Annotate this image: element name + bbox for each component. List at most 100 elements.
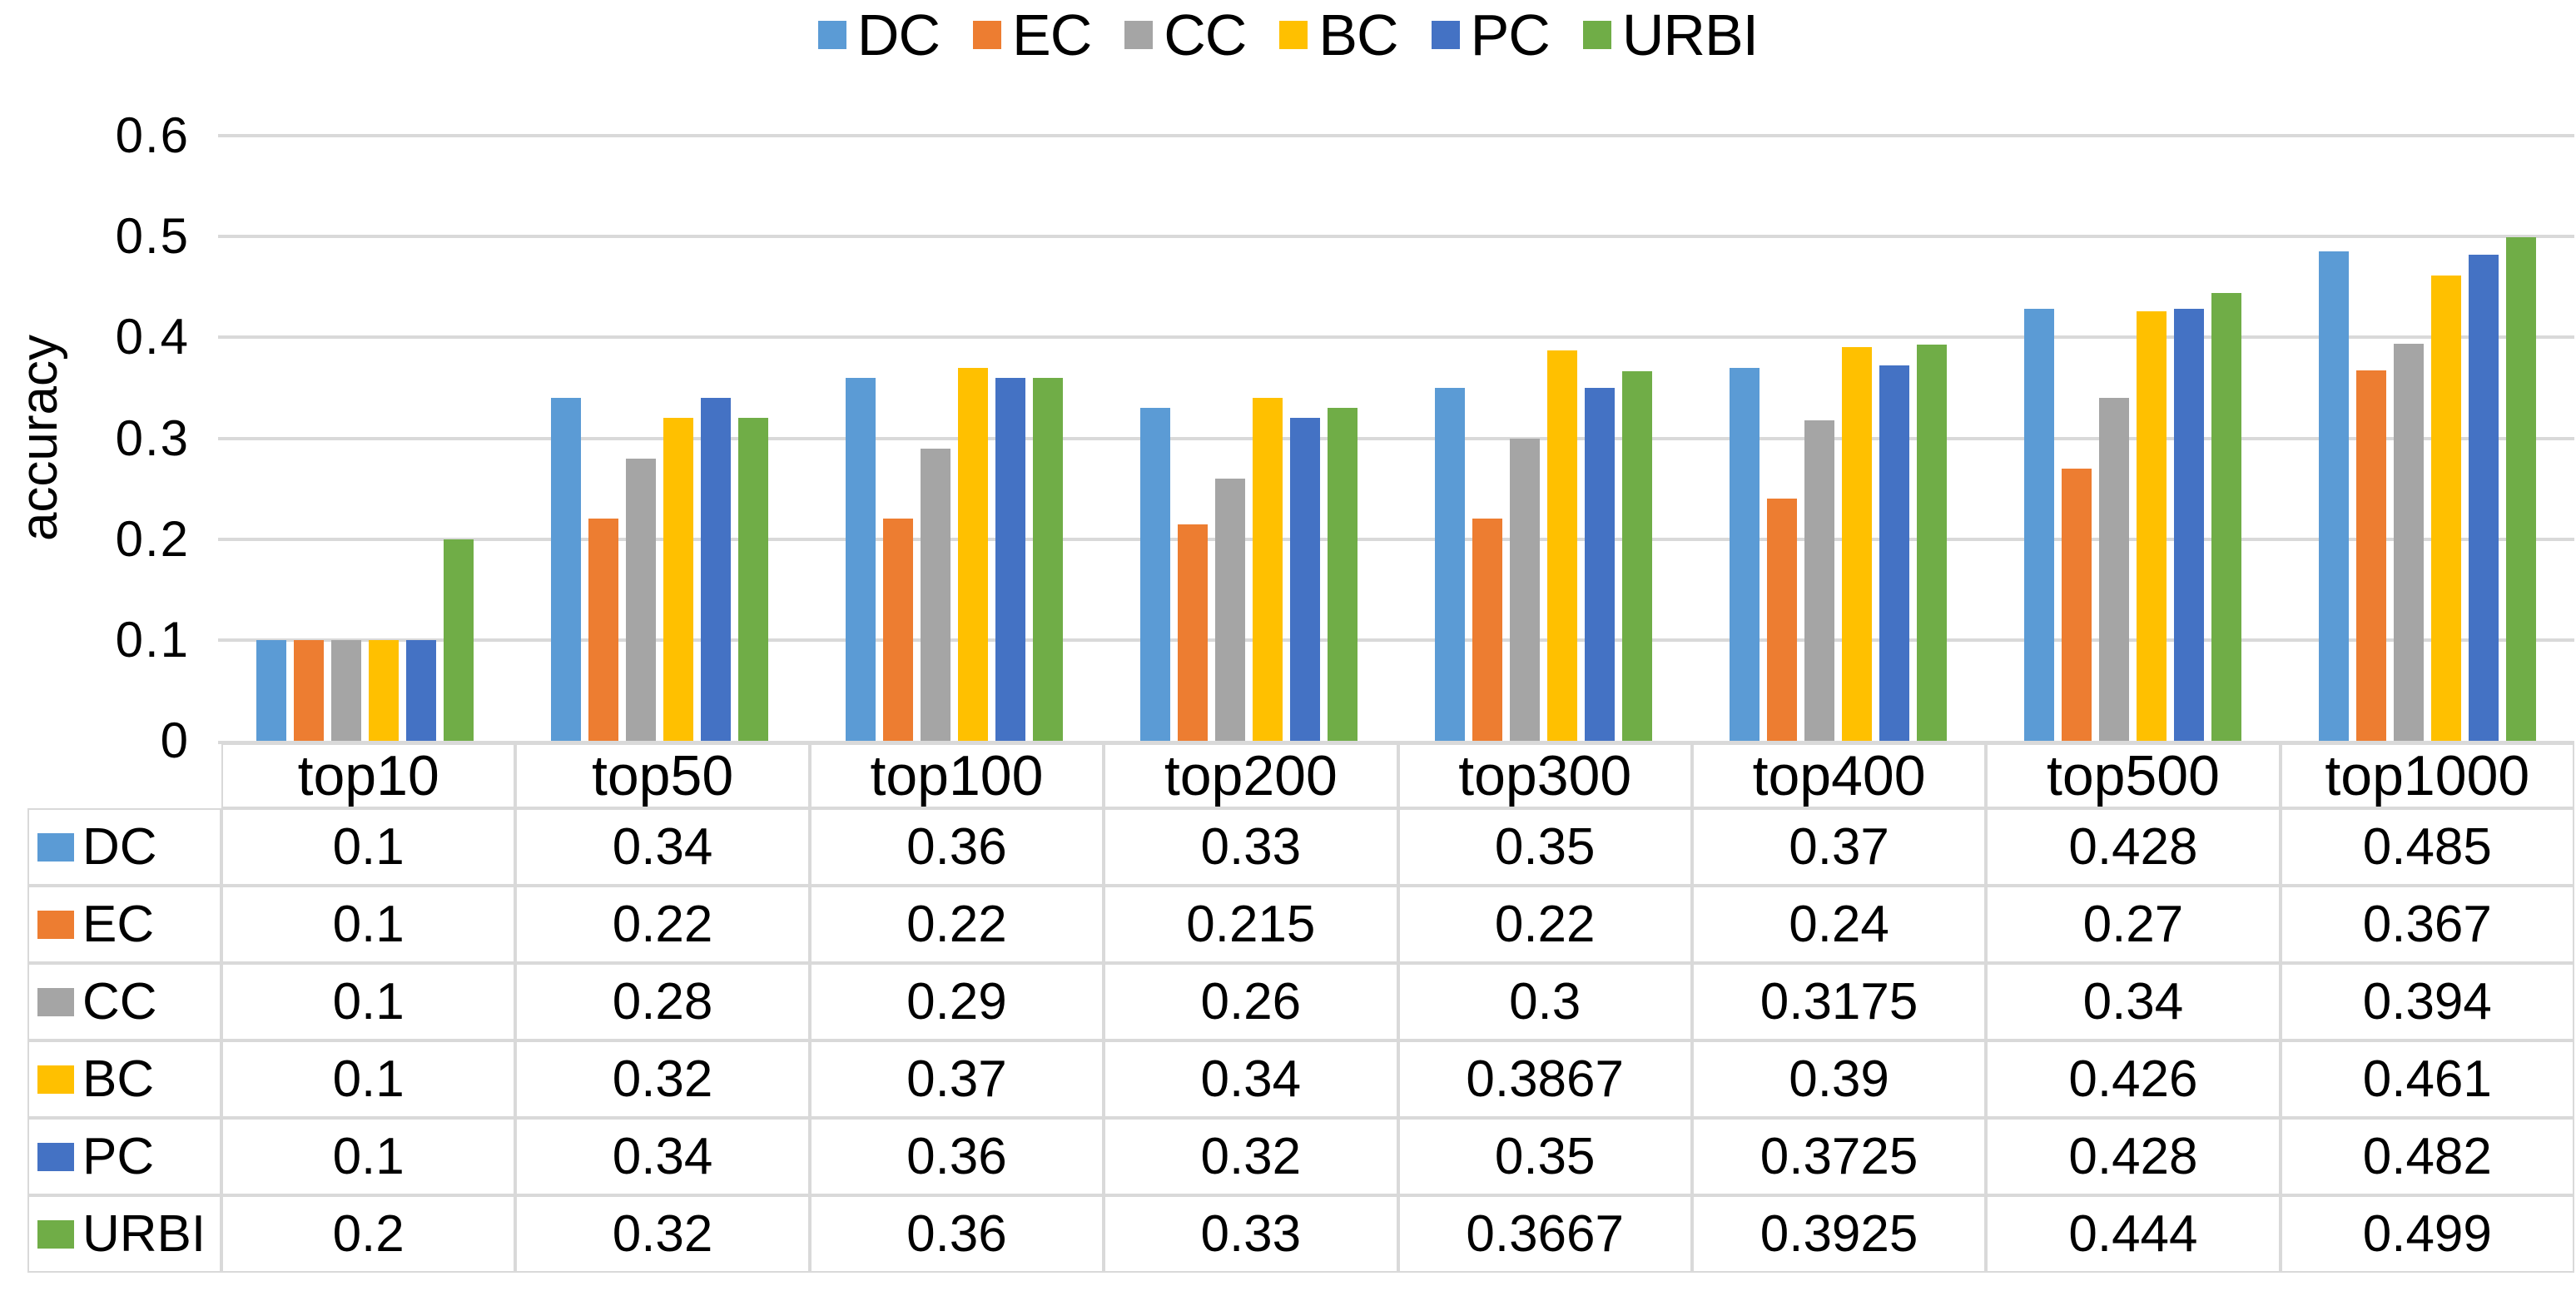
legend-key-swatch-BC — [1279, 21, 1308, 49]
table-row-header-CC: CC — [27, 963, 221, 1040]
bar-groups — [218, 136, 2574, 741]
series-name-label: BC — [82, 1050, 155, 1108]
table-value-PC-top200: 0.32 — [1104, 1118, 1398, 1195]
bar-DC-top200 — [1140, 408, 1171, 741]
table-row-header-DC: DC — [27, 808, 221, 886]
table-col-header-top1000: top1000 — [2280, 743, 2574, 808]
table-value-EC-top50: 0.22 — [515, 886, 810, 963]
y-axis-tick-labels: 0.6 0.5 0.4 0.3 0.2 0.1 0 — [0, 111, 190, 766]
series-name-label: URBI — [82, 1204, 206, 1263]
y-tick-label-0.2: 0.2 — [115, 510, 190, 567]
table-col-header-top50: top50 — [515, 743, 810, 808]
table-value-CC-top400: 0.3175 — [1691, 963, 1987, 1040]
bar-URBI-top1000 — [2505, 237, 2536, 741]
series-name-label: DC — [82, 817, 157, 876]
bar-CC-top1000 — [2393, 343, 2424, 741]
table-value-URBI-top50: 0.32 — [515, 1195, 810, 1273]
table-value-EC-top200: 0.215 — [1104, 886, 1398, 963]
table-col-header-top300: top300 — [1397, 743, 1692, 808]
y-tick-label-0: 0 — [160, 713, 190, 768]
table-value-DC-top300: 0.35 — [1397, 808, 1692, 886]
table-value-BC-top500: 0.426 — [1986, 1040, 2281, 1118]
bar-EC-top100 — [883, 519, 914, 741]
legend-key-swatch-CC — [1124, 21, 1154, 49]
legend-key-swatch-PC — [1431, 21, 1460, 49]
plot-area — [218, 134, 2574, 744]
legend-label: EC — [1012, 2, 1092, 67]
table-value-BC-top200: 0.34 — [1104, 1040, 1398, 1118]
chart-legend: DC EC CC BC PC URBI — [0, 3, 2576, 67]
y-tick-label-0.6: 0.6 — [115, 107, 190, 163]
legend-key-swatch-DC — [817, 21, 846, 49]
table-row-header-EC: EC — [27, 886, 221, 963]
data-table: top10 top50 top100 top200 top300 top400 top500… — [27, 743, 2574, 1273]
table-value-URBI-top400: 0.3925 — [1691, 1195, 1987, 1273]
bar-DC-top100 — [846, 377, 876, 741]
table-value-CC-top200: 0.26 — [1104, 963, 1398, 1040]
table-value-BC-top1000: 0.461 — [2280, 1040, 2574, 1118]
bar-EC-top200 — [1178, 524, 1209, 741]
table-value-PC-top500: 0.428 — [1986, 1118, 2281, 1195]
table-value-CC-top50: 0.28 — [515, 963, 810, 1040]
bar-DC-top50 — [551, 398, 582, 741]
bar-PC-top1000 — [2468, 254, 2499, 741]
gridline-0.4 — [218, 335, 2574, 340]
table-value-BC-top400: 0.39 — [1691, 1040, 1987, 1118]
table-value-PC-top1000: 0.482 — [2280, 1118, 2574, 1195]
bar-URBI-top200 — [1328, 408, 1358, 741]
table-value-DC-top200: 0.33 — [1104, 808, 1398, 886]
y-tick-label-0.1: 0.1 — [115, 611, 190, 668]
table-value-URBI-top500: 0.444 — [1986, 1195, 2281, 1273]
series-key-swatch-EC — [37, 910, 74, 939]
gridline-0.6 — [218, 134, 2574, 137]
table-value-BC-top300: 0.3867 — [1397, 1040, 1692, 1118]
bar-URBI-top500 — [2211, 293, 2241, 741]
table-value-EC-top10: 0.1 — [221, 886, 516, 963]
table-value-PC-top400: 0.3725 — [1691, 1118, 1987, 1195]
y-tick-label-0.3: 0.3 — [115, 410, 190, 466]
table-value-URBI-top300: 0.3667 — [1397, 1195, 1692, 1273]
bar-BC-top300 — [1546, 350, 1577, 741]
bar-DC-top1000 — [2318, 251, 2349, 741]
series-name-label: EC — [82, 895, 155, 953]
table-row-header-PC: PC — [27, 1118, 221, 1195]
series-key-swatch-CC — [37, 987, 74, 1016]
table-value-DC-top500: 0.428 — [1986, 808, 2281, 886]
legend-label: PC — [1470, 2, 1551, 67]
bar-group-top300 — [1397, 136, 1691, 741]
bar-CC-top500 — [2098, 398, 2129, 741]
table-value-DC-top10: 0.1 — [221, 808, 516, 886]
bar-DC-top300 — [1434, 387, 1465, 741]
bar-CC-top100 — [921, 448, 951, 741]
bar-URBI-top400 — [1916, 345, 1947, 741]
bar-group-top100 — [807, 136, 1102, 741]
bar-BC-top50 — [663, 418, 694, 741]
gridline-0.2 — [218, 537, 2574, 541]
table-value-DC-top50: 0.34 — [515, 808, 810, 886]
legend-item-DC: DC — [817, 2, 941, 67]
bar-group-top500 — [1985, 136, 2280, 741]
series-key-swatch-PC — [37, 1142, 74, 1171]
legend-item-EC: EC — [973, 2, 1092, 67]
table-value-BC-top100: 0.37 — [809, 1040, 1104, 1118]
table-value-EC-top400: 0.24 — [1691, 886, 1987, 963]
gridline-0.5 — [218, 235, 2574, 239]
bar-DC-top400 — [1729, 367, 1760, 741]
table-value-CC-top100: 0.29 — [809, 963, 1104, 1040]
table-col-header-top200: top200 — [1104, 743, 1398, 808]
table-value-BC-top50: 0.32 — [515, 1040, 810, 1118]
table-value-DC-top1000: 0.485 — [2280, 808, 2574, 886]
table-value-EC-top300: 0.22 — [1397, 886, 1692, 963]
table-value-PC-top300: 0.35 — [1397, 1118, 1692, 1195]
table-col-header-top10: top10 — [221, 743, 516, 808]
bar-PC-top400 — [1879, 365, 1909, 741]
bar-BC-top1000 — [2430, 276, 2461, 741]
table-value-CC-top10: 0.1 — [221, 963, 516, 1040]
legend-label: CC — [1164, 2, 1247, 67]
series-name-label: CC — [82, 972, 157, 1030]
legend-label: DC — [856, 2, 941, 67]
table-value-URBI-top200: 0.33 — [1104, 1195, 1398, 1273]
table-value-CC-top300: 0.3 — [1397, 963, 1692, 1040]
bar-group-top200 — [1102, 136, 1397, 741]
bar-group-top400 — [1690, 136, 1985, 741]
